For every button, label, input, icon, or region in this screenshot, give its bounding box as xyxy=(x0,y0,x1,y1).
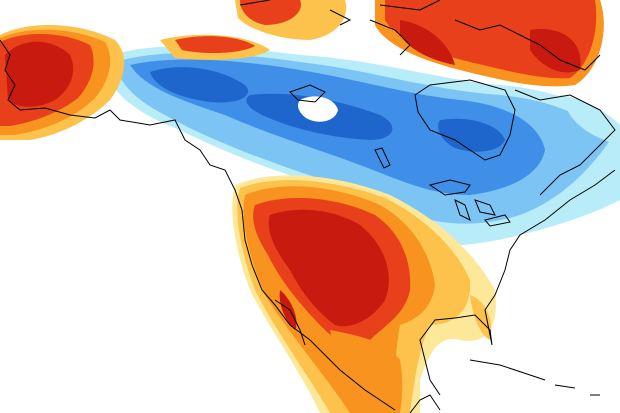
cold-anomaly-region xyxy=(100,46,620,246)
baja-coast xyxy=(274,299,306,346)
gulf-coast xyxy=(419,169,616,396)
mexico-coast xyxy=(319,349,441,413)
light-cyan-east xyxy=(560,95,620,145)
great-lakes xyxy=(428,179,511,227)
cuba xyxy=(469,359,546,381)
arctic-warm-region xyxy=(235,0,604,87)
arctic-west-red xyxy=(240,0,301,25)
southwest-dark-red xyxy=(268,209,389,330)
hudson-bay xyxy=(414,79,516,161)
arctic-east-dark-red xyxy=(400,20,581,73)
yukon-red xyxy=(175,36,255,54)
labrador-coast xyxy=(514,89,616,196)
alaska-coast xyxy=(0,39,321,351)
white-pocket xyxy=(298,96,338,122)
caribbean-islands xyxy=(554,384,600,396)
florida-light-orange xyxy=(470,295,492,340)
southwest-warm-region xyxy=(232,175,496,413)
arctic-islands xyxy=(239,0,601,71)
alaska-warm-region xyxy=(0,24,270,140)
alaska-dark-red xyxy=(5,41,74,107)
great-bear-lake xyxy=(289,84,326,103)
mexico-orange xyxy=(330,330,403,413)
lake-winnipeg xyxy=(374,147,391,169)
